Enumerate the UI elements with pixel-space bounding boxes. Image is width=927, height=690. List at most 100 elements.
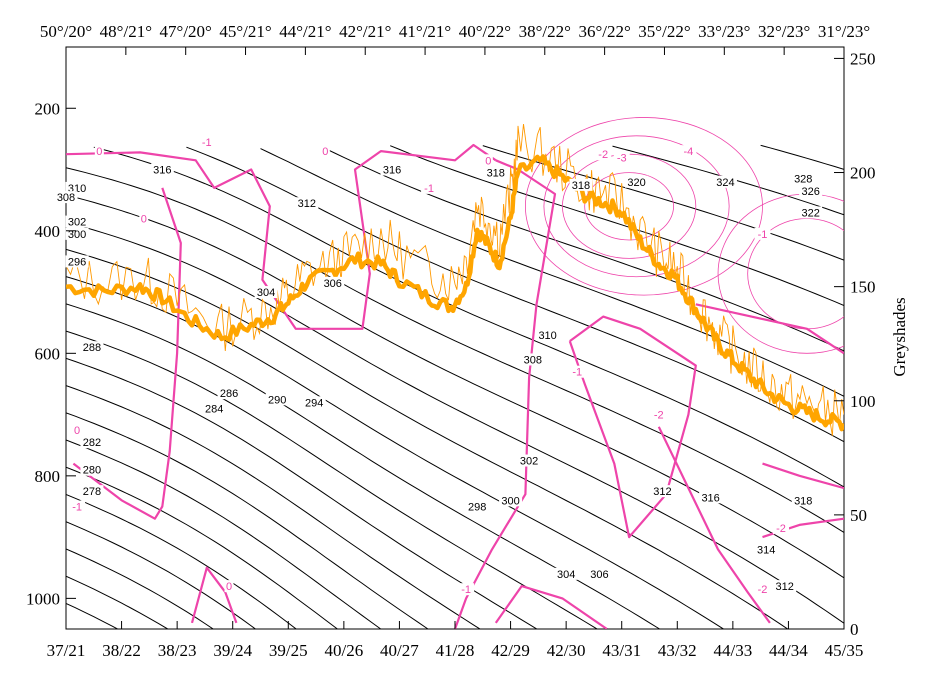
pv-ring [543, 135, 730, 278]
x-top-tick-label: 42°/21° [339, 22, 391, 41]
pv-label: 0 [74, 425, 80, 437]
isentrope-line [66, 466, 339, 629]
y-right-tick-label: 50 [850, 506, 867, 525]
isentrope-line [66, 548, 215, 629]
y-right-tick-label: 0 [850, 620, 859, 639]
pv-label: -4 [684, 146, 694, 158]
y-left-tick-label: 600 [35, 344, 61, 363]
isentrope-label: 304 [557, 569, 575, 581]
isentrope-label: 306 [324, 278, 342, 290]
isentrope-label-bg [217, 387, 241, 400]
isentrope-label: 324 [716, 177, 734, 189]
x-top-tick-label: 33°/23° [698, 22, 750, 41]
pv-label-bg [595, 148, 612, 161]
isentrope-label: 318 [487, 168, 505, 180]
pv-ring [524, 117, 763, 296]
isentrope-label: 280 [83, 465, 101, 477]
isentrope-label: 318 [794, 495, 812, 507]
pv-label-bg [680, 145, 697, 158]
pv-label: 0 [141, 214, 147, 226]
isentrope-label: 300 [501, 495, 519, 507]
isentrope-contours [66, 144, 844, 629]
pv-label-bg [754, 227, 771, 240]
pv-ring [584, 172, 674, 241]
isentrope-label-bg [265, 393, 289, 406]
isentrope-label: 296 [68, 256, 86, 268]
pv-label-bg [650, 408, 667, 421]
isentrope-label-bg [569, 178, 593, 191]
greyshade-series [66, 123, 844, 436]
pv-contour-line [657, 426, 771, 624]
isentrope-line [66, 439, 382, 629]
isentrope-label-bg [65, 255, 89, 268]
isentrope-line [186, 146, 844, 443]
isentrope-line [66, 276, 724, 629]
isentrope-line [325, 148, 844, 352]
isentrope-label: 286 [220, 388, 238, 400]
pv-label: -1 [202, 137, 212, 149]
isentrope-line [66, 575, 169, 629]
y-right-tick-label: 250 [850, 49, 876, 68]
y-left-tick-label: 800 [35, 467, 61, 486]
pv-label-bg [613, 151, 630, 164]
isentrope-label: 326 [801, 186, 819, 198]
isentrope-label-bg [521, 353, 545, 366]
isentrope-label: 284 [205, 403, 223, 415]
isentrope-label: 304 [257, 287, 275, 299]
pv-label-bg [773, 521, 790, 534]
x-bottom-tick-label: 42/29 [491, 641, 530, 660]
pv-label: -2 [654, 410, 664, 422]
isentrope-label-bg [65, 181, 89, 194]
isentrope-label-bg [254, 286, 278, 299]
pv-contour-line [568, 315, 697, 539]
isentrope-label: 300 [68, 229, 86, 241]
y-right-tick-label: 100 [850, 392, 876, 411]
isentrope-label: 318 [572, 180, 590, 192]
isentrope-line [66, 385, 481, 629]
isentrope-label-bg [773, 580, 797, 593]
x-top-tick-label: 40°/22° [459, 22, 511, 41]
isentrope-label-bg [536, 328, 560, 341]
isentrope-label-bg [465, 500, 489, 513]
pv-label-bg [458, 583, 475, 596]
x-bottom-tick-label: 44/34 [769, 641, 808, 660]
isentrope-line [482, 145, 844, 261]
isentrope-label: 316 [701, 492, 719, 504]
x-top-tick-label: 36°/22° [578, 22, 630, 41]
isentrope-label-bg [754, 543, 778, 556]
y-right-axis-title: Greyshades [890, 297, 909, 376]
x-bottom-tick-label: 39/24 [213, 641, 252, 660]
x-bottom-tick-label: 45/35 [825, 641, 864, 660]
isentrope-line [390, 145, 844, 306]
pv-label-bg [569, 365, 586, 378]
isentrope-label: 314 [757, 544, 775, 556]
pv-label: -3 [617, 152, 627, 164]
pv-label: -1 [572, 367, 582, 379]
isentrope-label-bg [80, 485, 104, 498]
isentrope-label-bg [80, 436, 104, 449]
isentrope-label: 310 [538, 330, 556, 342]
isentrope-label-bg [80, 341, 104, 354]
x-bottom-tick-label: 38/22 [102, 641, 141, 660]
isentrope-label: 328 [794, 174, 812, 186]
x-bottom-tick-label: 42/30 [547, 641, 586, 660]
isentrope-label: 312 [776, 581, 794, 593]
isentrope-label: 278 [83, 486, 101, 498]
isentrope-label: 316 [383, 165, 401, 177]
y-left-tick-label: 400 [35, 222, 61, 241]
isentrope-line [66, 602, 119, 629]
isentrope-label-bg [791, 494, 815, 507]
x-top-tick-label: 45°/21° [219, 22, 271, 41]
y-left-tick-label: 200 [35, 99, 61, 118]
isentrope-label-bg [650, 485, 674, 498]
isentrope-label: 288 [83, 342, 101, 354]
x-top-tick-label: 47°/20° [160, 22, 212, 41]
isentrope-label: 308 [524, 354, 542, 366]
pv-label-bg [69, 500, 86, 513]
pv-contour-line [66, 143, 497, 330]
isentrope-label-bg [80, 463, 104, 476]
isentrope-label-bg [302, 396, 326, 409]
pv-label-bg [754, 583, 771, 596]
